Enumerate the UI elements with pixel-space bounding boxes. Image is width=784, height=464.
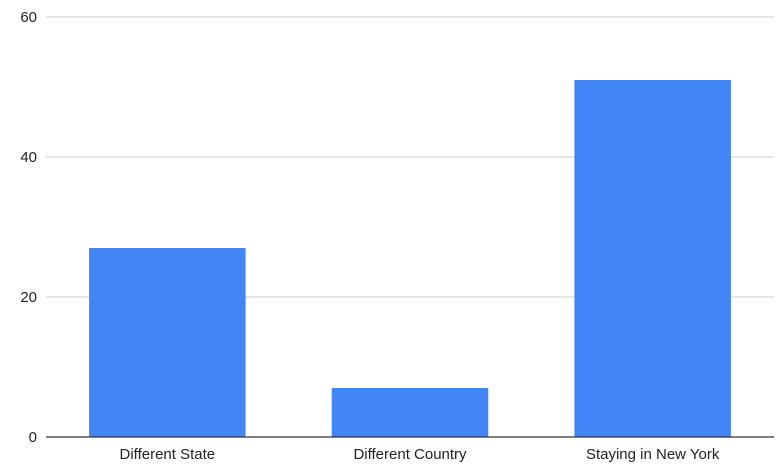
x-tick-label: Staying in New York — [586, 446, 720, 463]
x-axis-ticks: Different State Different Country Staying … — [120, 446, 720, 463]
bar-staying-in-new-york — [574, 80, 731, 437]
x-tick-label: Different State — [120, 446, 216, 463]
x-tick-label: Different Country — [353, 446, 467, 463]
bar-different-country — [331, 388, 489, 437]
y-tick-label: 20 — [20, 289, 37, 306]
y-tick-label: 0 — [29, 429, 37, 446]
y-tick-label: 60 — [20, 9, 37, 26]
bar-different-state — [89, 248, 246, 437]
bars — [89, 80, 731, 437]
y-tick-label: 40 — [20, 149, 37, 166]
y-axis-ticks: 0 20 40 60 — [20, 9, 37, 446]
